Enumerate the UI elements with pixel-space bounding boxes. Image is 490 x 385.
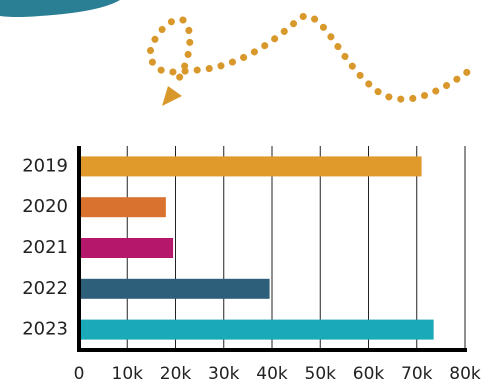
decor-arrowhead [162, 86, 182, 106]
y-tick-label: 2022 [22, 278, 68, 299]
x-tick-label: 40k [256, 364, 288, 384]
y-tick-label: 2023 [22, 319, 68, 340]
x-tick-label: 20k [160, 364, 192, 384]
decor-dotted-path [146, 12, 474, 103]
y-tick-label: 2019 [22, 155, 68, 176]
x-tick-label: 80k [449, 364, 481, 384]
bar [79, 156, 422, 177]
x-tick-label: 0 [74, 364, 85, 384]
bar [79, 197, 166, 218]
decor-shape [0, 0, 120, 17]
y-tick-label: 2021 [22, 237, 68, 258]
y-tick-label: 2020 [22, 196, 68, 217]
bar [79, 278, 270, 299]
x-tick-label: 10k [112, 364, 144, 384]
x-tick-label: 70k [401, 364, 433, 384]
bar [79, 319, 434, 340]
x-tick-label: 50k [305, 364, 337, 384]
x-tick-label: 30k [208, 364, 240, 384]
bar [79, 238, 174, 258]
x-tick-label: 60k [353, 364, 385, 384]
